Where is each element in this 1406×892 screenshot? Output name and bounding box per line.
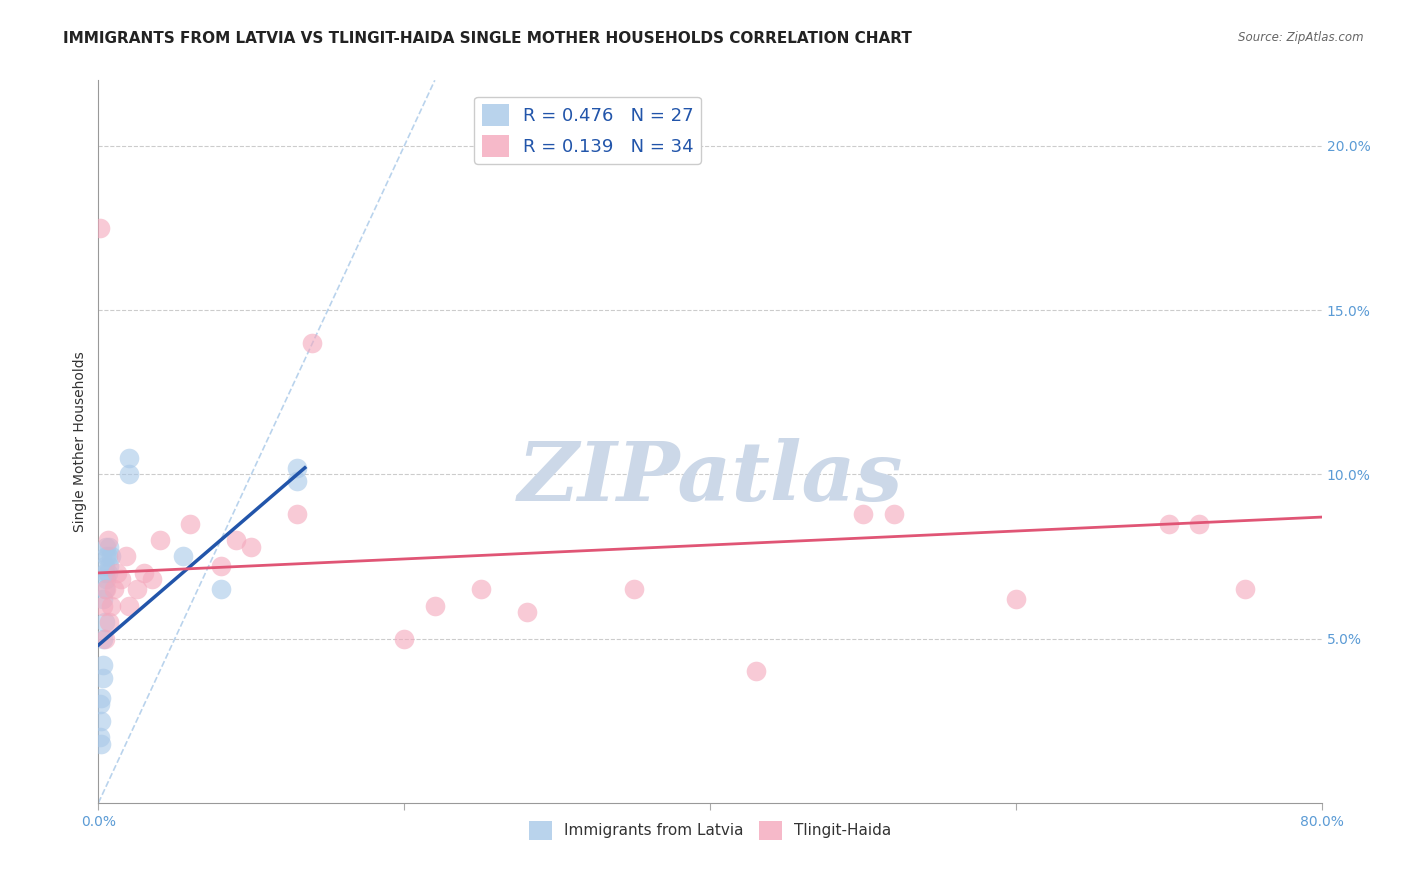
Point — [90, 714, 112, 728]
Point — [423, 599, 446, 613]
Point — [1234, 582, 1257, 597]
Point — [89, 730, 111, 744]
Point — [93, 632, 115, 646]
Point — [98, 615, 121, 630]
Point — [94, 549, 117, 564]
Point — [98, 540, 121, 554]
Point — [285, 507, 308, 521]
Point — [883, 507, 905, 521]
Point — [118, 599, 141, 613]
Point — [1004, 592, 1026, 607]
Text: Source: ZipAtlas.com: Source: ZipAtlas.com — [1239, 31, 1364, 45]
Point — [745, 665, 768, 679]
Point — [225, 533, 247, 547]
Text: ZIPatlas: ZIPatlas — [517, 438, 903, 517]
Point — [103, 582, 125, 597]
Point — [623, 582, 645, 597]
Point — [91, 599, 114, 613]
Point — [240, 540, 263, 554]
Point — [118, 450, 141, 465]
Point — [110, 573, 132, 587]
Point — [125, 582, 148, 597]
Point — [91, 657, 114, 672]
Point — [115, 549, 138, 564]
Point — [93, 566, 115, 580]
Point — [94, 540, 117, 554]
Point — [94, 582, 117, 597]
Point — [89, 221, 111, 235]
Point — [172, 549, 194, 564]
Point — [285, 460, 308, 475]
Point — [1157, 516, 1180, 531]
Point — [91, 592, 114, 607]
Point — [91, 632, 114, 646]
Point — [93, 615, 115, 630]
Point — [91, 671, 114, 685]
Point — [134, 566, 156, 580]
Point — [100, 599, 122, 613]
Point — [209, 559, 232, 574]
Point — [141, 573, 163, 587]
Point — [470, 582, 492, 597]
Point — [285, 474, 308, 488]
Point — [97, 533, 120, 547]
Text: IMMIGRANTS FROM LATVIA VS TLINGIT-HAIDA SINGLE MOTHER HOUSEHOLDS CORRELATION CHA: IMMIGRANTS FROM LATVIA VS TLINGIT-HAIDA … — [63, 31, 912, 46]
Y-axis label: Single Mother Households: Single Mother Households — [73, 351, 87, 532]
Point — [93, 559, 115, 574]
Point — [89, 698, 111, 712]
Point — [118, 467, 141, 482]
Point — [179, 516, 201, 531]
Point — [209, 582, 232, 597]
Point — [90, 737, 112, 751]
Point — [93, 582, 115, 597]
Point — [149, 533, 172, 547]
Point — [852, 507, 875, 521]
Point — [392, 632, 416, 646]
Point — [301, 336, 323, 351]
Point — [98, 559, 121, 574]
Point — [97, 566, 120, 580]
Point — [90, 690, 112, 705]
Legend: Immigrants from Latvia, Tlingit-Haida: Immigrants from Latvia, Tlingit-Haida — [523, 815, 897, 846]
Point — [1188, 516, 1211, 531]
Point — [105, 566, 128, 580]
Point — [100, 549, 122, 564]
Point — [97, 549, 120, 564]
Point — [516, 605, 538, 619]
Point — [94, 573, 117, 587]
